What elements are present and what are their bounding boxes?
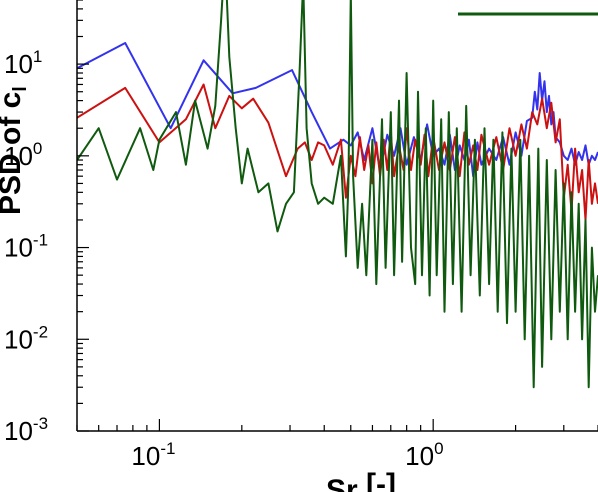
y-tick-base: 10 <box>4 141 33 171</box>
y-axis-title-sub: l <box>10 86 31 91</box>
y-axis-title-main: PSD of c <box>0 92 27 215</box>
y-tick-exp: -1 <box>33 231 48 250</box>
y-tick-label: 101 <box>4 47 42 79</box>
y-tick-exp: -3 <box>33 414 48 433</box>
y-tick-exp: 1 <box>33 47 42 66</box>
x-tick-exp: -1 <box>160 439 175 458</box>
x-tick-label: 100 <box>405 439 443 471</box>
y-tick-exp: 0 <box>33 139 42 158</box>
x-axis-title-main: Sr <box>326 474 358 492</box>
y-axis-title: PSD of cl <box>0 86 31 215</box>
series-line-2 <box>77 83 598 221</box>
y-tick-label: 10-1 <box>4 231 48 263</box>
y-tick-label: 100 <box>4 139 42 171</box>
series-layer <box>77 0 598 389</box>
x-tick-exp: 0 <box>434 439 443 458</box>
x-tick-base: 10 <box>131 441 160 471</box>
x-tick-base: 10 <box>405 441 434 471</box>
y-tick-base: 10 <box>4 233 33 263</box>
series-line-3 <box>77 0 598 389</box>
y-tick-base: 10 <box>4 49 33 79</box>
axes <box>76 0 598 432</box>
x-axis-title: Sr [-] <box>326 468 396 492</box>
y-tick-base: 10 <box>4 324 33 354</box>
x-tick-label: 10-1 <box>131 439 175 471</box>
y-tick-label: 10-2 <box>4 322 48 354</box>
ticks <box>76 0 598 432</box>
y-tick-base: 10 <box>4 416 33 446</box>
x-axis-title-rest: [-] <box>358 468 396 492</box>
y-tick-exp: -2 <box>33 322 48 341</box>
y-tick-label: 10-3 <box>4 414 48 446</box>
